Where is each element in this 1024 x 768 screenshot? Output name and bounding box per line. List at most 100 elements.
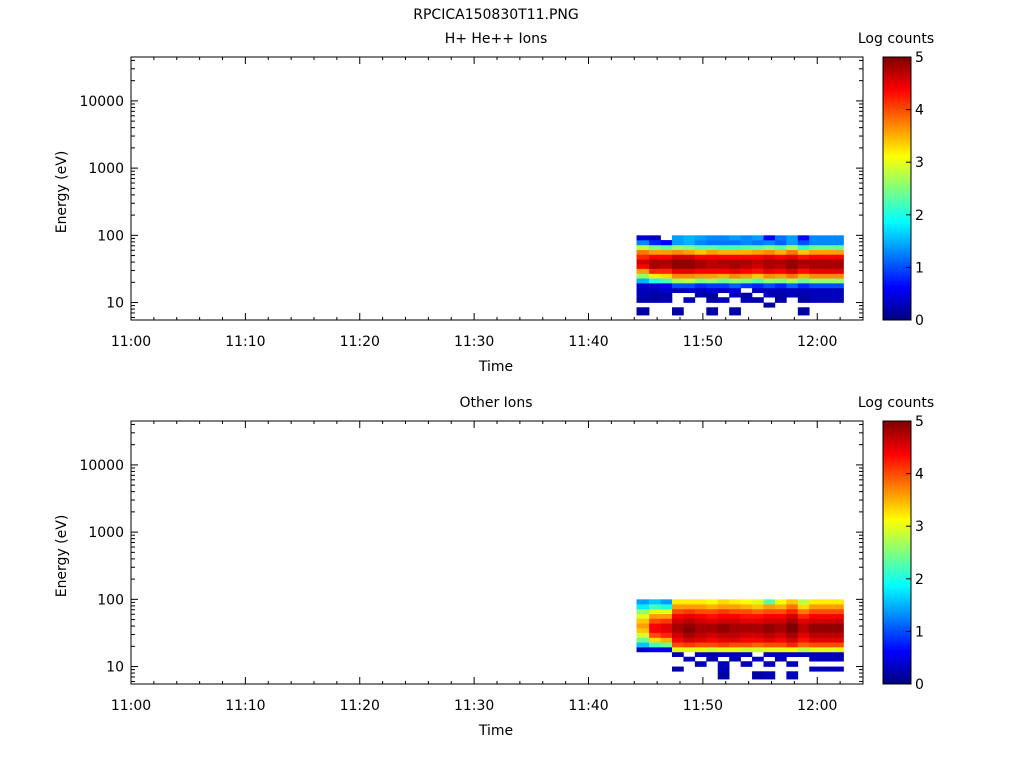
spectrogram-cell	[671, 283, 684, 289]
colorbar-segment	[883, 640, 911, 643]
spectrogram-cell	[797, 599, 810, 605]
colorbar-segment	[883, 545, 911, 549]
spectrogram-cell	[774, 283, 787, 289]
spectrogram-cell	[671, 647, 684, 653]
spectrogram-cell	[717, 623, 730, 629]
colorbar-segment	[883, 195, 911, 198]
spectrogram-cell	[717, 671, 730, 680]
spectrogram-cell	[694, 240, 707, 246]
spectrogram-cell	[740, 637, 753, 643]
spectrogram-cell	[763, 647, 776, 653]
colorbar-segment	[883, 642, 911, 645]
colorbar-segment	[883, 532, 911, 536]
colorbar-segment	[883, 436, 911, 439]
spectrogram-cell	[786, 608, 799, 615]
spectrogram-cell	[752, 642, 764, 648]
spectrogram-cell	[763, 259, 776, 265]
spectrogram-cell	[763, 604, 776, 610]
spectrogram-cell	[809, 651, 821, 658]
spectrogram-cell	[649, 259, 661, 265]
spectrogram-cell	[649, 273, 661, 279]
colorbar-segment	[883, 59, 911, 62]
colorbar-tick-label: 1	[915, 624, 924, 640]
colorbar-segment	[883, 607, 911, 610]
colorbar-segment	[883, 295, 911, 299]
spectrogram-cell	[763, 642, 776, 648]
spectrogram-cell	[729, 254, 741, 260]
spectrogram-cell	[809, 278, 821, 284]
spectrogram-cell	[636, 599, 650, 605]
colorbar-segment	[883, 127, 911, 130]
spectrogram-cell	[683, 240, 696, 246]
colorbar-segment	[883, 282, 911, 286]
colorbar-segment	[883, 269, 911, 273]
colorbar-segment	[883, 675, 911, 678]
spectrogram-cell	[774, 642, 787, 648]
spectrogram-cell	[694, 627, 707, 633]
spectrogram-cell	[636, 637, 650, 643]
spectrogram-cell	[740, 283, 753, 289]
colorbar-segment	[883, 499, 911, 503]
colorbar-segment	[883, 515, 911, 518]
spectrogram-cell	[649, 278, 661, 284]
spectrogram-cell	[636, 307, 650, 316]
colorbar-segment	[883, 681, 911, 685]
spectrogram-cell	[809, 297, 821, 303]
colorbar-segment	[883, 664, 911, 667]
colorbar-segment	[883, 602, 911, 606]
spectrogram-cell	[786, 613, 799, 619]
spectrogram-cell	[717, 240, 730, 246]
spectrogram-cell	[820, 292, 833, 298]
spectrogram-cell	[649, 254, 661, 260]
spectrogram-cell	[797, 632, 810, 638]
spectrogram-cell	[820, 278, 833, 284]
x-tick-label: 12:00	[797, 334, 837, 350]
spectrogram-cell	[763, 273, 776, 279]
spectrogram-cell	[683, 642, 696, 648]
spectrogram-cell	[774, 632, 787, 638]
spectrogram-cell	[717, 661, 730, 667]
spectrogram-cell	[706, 249, 719, 255]
spectrogram-cell	[809, 647, 821, 653]
colorbar-segment	[883, 429, 911, 433]
spectrogram-cell	[820, 254, 833, 260]
spectrogram-cell	[717, 627, 730, 633]
spectrogram-cell	[729, 637, 741, 643]
spectrogram-cell	[832, 613, 844, 619]
colorbar-segment	[883, 559, 911, 562]
x-tick-label: 11:20	[340, 334, 380, 350]
spectrogram-cell	[774, 259, 787, 265]
colorbar-segment	[883, 471, 911, 474]
spectrogram-cell	[717, 651, 730, 658]
colorbar-segment	[883, 565, 911, 569]
spectrogram-cell	[752, 599, 764, 605]
colorbar-segment	[883, 173, 911, 176]
spectrogram-cell	[809, 656, 821, 662]
spectrogram-cell	[820, 273, 833, 279]
colorbar-segment	[883, 440, 911, 444]
spectrogram-cell	[832, 268, 844, 274]
spectrogram-cell	[671, 249, 684, 255]
spectrogram-cell	[649, 599, 661, 605]
spectrogram-cell	[717, 235, 730, 241]
spectrogram-cell	[809, 613, 821, 619]
colorbar-segment	[883, 438, 911, 442]
spectrogram-cell	[740, 278, 753, 284]
spectrogram-cell	[706, 599, 719, 605]
spectrogram-cell	[786, 642, 799, 648]
colorbar-segment	[883, 315, 911, 319]
spectrogram-cell	[786, 287, 799, 294]
spectrogram-cell	[717, 263, 730, 269]
spectrogram-cell	[683, 273, 696, 279]
spectrogram-cell	[729, 604, 741, 610]
spectrogram-cell	[649, 604, 661, 610]
spectrogram-cell	[729, 656, 741, 662]
spectrogram-cell	[660, 249, 673, 255]
spectrogram-cell	[649, 287, 661, 294]
spectrogram-cell	[671, 651, 684, 658]
colorbar-segment	[883, 276, 911, 279]
colorbar-segment	[883, 460, 911, 464]
spectrogram-cell	[752, 244, 764, 251]
spectrogram-cell	[740, 642, 753, 648]
x-tick-label: 11:10	[225, 334, 265, 350]
